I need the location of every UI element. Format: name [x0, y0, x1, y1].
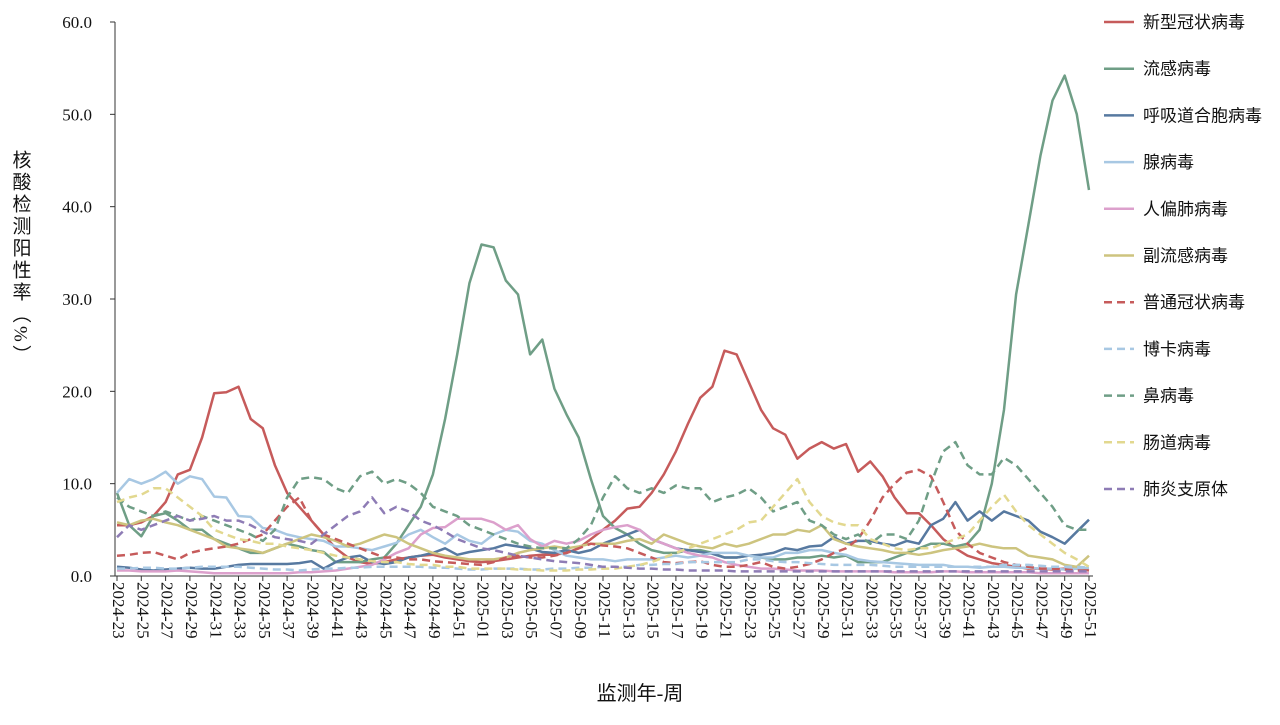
x-tick-label: 2025-19 [692, 582, 711, 639]
x-tick-label: 2025-13 [619, 582, 638, 639]
x-tick-label: 2024-51 [449, 582, 468, 639]
x-tick-label: 2025-15 [644, 582, 663, 639]
y-tick-label: 50.0 [62, 105, 92, 124]
legend-label: 博卡病毒 [1143, 340, 1211, 359]
x-tick-label: 2024-39 [303, 582, 322, 639]
x-tick-label: 2024-49 [425, 582, 444, 639]
x-tick-label: 2024-37 [279, 582, 298, 639]
x-tick-label: 2025-21 [717, 582, 736, 639]
legend-label: 流感病毒 [1143, 60, 1211, 79]
x-tick-label: 2024-43 [352, 582, 371, 639]
x-tick-label: 2025-49 [1057, 582, 1076, 639]
x-tick-label: 2025-11 [595, 582, 614, 638]
series-line [117, 349, 1090, 572]
x-tick-label: 2025-23 [741, 582, 760, 639]
legend-label: 新型冠状病毒 [1143, 13, 1245, 32]
x-tick-label: 2024-27 [158, 582, 177, 639]
x-tick-label: 2025-25 [765, 582, 784, 639]
x-tick-label: 2024-25 [133, 582, 152, 639]
x-tick-label: 2024-29 [182, 582, 201, 639]
x-tick-label: 2025-41 [960, 582, 979, 639]
y-tick-label: 30.0 [62, 290, 92, 309]
x-tick-label: 2025-17 [668, 582, 687, 639]
x-tick-label: 2025-31 [838, 582, 857, 639]
x-tick-label: 2025-45 [1008, 582, 1027, 639]
y-tick-label: 0.0 [71, 567, 92, 586]
x-tick-label: 2025-35 [887, 582, 906, 639]
x-tick-label: 2025-43 [984, 582, 1003, 639]
x-tick-label: 2025-29 [814, 582, 833, 639]
y-tick-label: 60.0 [62, 13, 92, 32]
series-line [116, 440, 1089, 550]
x-tick-label: 2024-47 [401, 582, 420, 639]
legend-label: 腺病毒 [1143, 153, 1194, 172]
legend-label: 鼻病毒 [1143, 387, 1194, 406]
series-line [116, 496, 1089, 573]
legend-label: 呼吸道合胞病毒 [1143, 106, 1262, 125]
x-tick-label: 2025-33 [862, 582, 881, 639]
x-tick-label: 2025-07 [546, 582, 565, 639]
y-tick-label: 40.0 [62, 198, 92, 217]
x-tick-label: 2025-03 [498, 582, 517, 639]
legend-label: 副流感病毒 [1143, 247, 1228, 266]
x-tick-label: 2025-37 [911, 582, 930, 639]
legend-label: 肺炎支原体 [1143, 480, 1228, 499]
y-axis-title: 核酸检测阳性率（%） [10, 150, 32, 367]
legend-label: 肠道病毒 [1143, 433, 1211, 452]
x-tick-label: 2025-05 [522, 582, 541, 639]
series-line [116, 517, 1090, 569]
series-line [116, 470, 1090, 571]
x-tick-label: 2024-23 [109, 582, 128, 639]
x-tick-label: 2024-31 [206, 582, 225, 639]
series-line [116, 477, 1090, 572]
y-tick-label: 20.0 [62, 382, 92, 401]
x-axis-title: 监测年-周 [597, 682, 684, 705]
x-tick-label: 2025-01 [474, 582, 493, 639]
x-tick-label: 2025-39 [935, 582, 954, 639]
x-tick-label: 2024-35 [255, 582, 274, 639]
x-tick-label: 2025-09 [571, 582, 590, 639]
x-tick-label: 2025-51 [1081, 582, 1100, 639]
x-tick-label: 2025-27 [789, 582, 808, 639]
series-line [115, 74, 1091, 564]
legend-label: 普通冠状病毒 [1143, 293, 1245, 312]
x-tick-label: 2024-33 [231, 582, 250, 639]
x-tick-label: 2024-45 [376, 582, 395, 639]
x-tick-label: 2024-41 [328, 582, 347, 639]
y-tick-label: 10.0 [62, 475, 92, 494]
legend-label: 人偏肺病毒 [1143, 200, 1228, 219]
x-tick-label: 2025-47 [1032, 582, 1051, 639]
